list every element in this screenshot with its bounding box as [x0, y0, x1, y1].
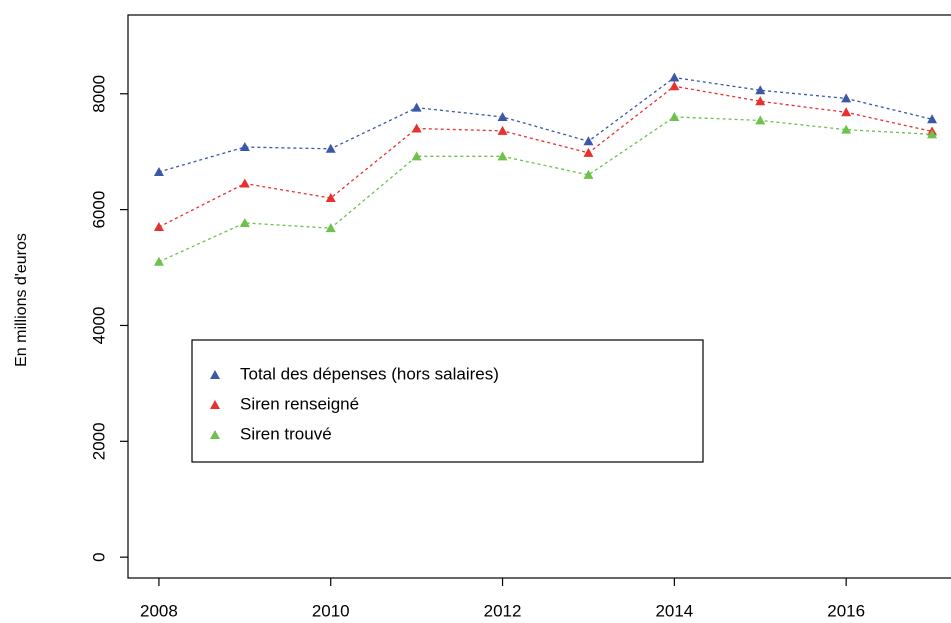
marker	[325, 193, 336, 203]
marker	[755, 85, 766, 95]
marker	[153, 256, 164, 266]
y-axis-label: En millions d'euros	[13, 233, 30, 367]
marker	[239, 178, 250, 188]
x-tick-label: 2010	[312, 601, 350, 620]
marker	[239, 217, 250, 227]
legend-marker	[210, 370, 220, 379]
marker	[669, 111, 680, 121]
marker	[755, 115, 766, 125]
marker	[497, 151, 508, 161]
x-tick-label: 2012	[484, 601, 522, 620]
legend-label: Siren trouvé	[240, 424, 332, 443]
marker	[497, 111, 508, 121]
legend-marker	[210, 430, 220, 439]
marker	[153, 166, 164, 176]
marker	[411, 151, 422, 161]
series-line	[158, 85, 933, 228]
legend-label: Total des dépenses (hors salaires)	[240, 364, 499, 383]
legend-label: Siren renseigné	[240, 394, 359, 413]
y-tick-label: 8000	[89, 75, 108, 113]
x-tick-label: 2014	[655, 601, 693, 620]
series-line	[158, 116, 933, 263]
marker	[669, 72, 680, 82]
y-tick-label: 6000	[89, 191, 108, 229]
series-line	[158, 76, 933, 173]
marker	[841, 107, 852, 117]
marker	[153, 221, 164, 231]
marker	[841, 124, 852, 134]
marker	[583, 147, 594, 157]
marker	[411, 123, 422, 133]
marker	[583, 169, 594, 179]
y-tick-label: 4000	[89, 307, 108, 345]
legend-box	[191, 339, 704, 463]
x-tick-label: 2016	[827, 601, 865, 620]
marker	[325, 143, 336, 153]
marker	[669, 81, 680, 91]
marker	[927, 129, 938, 139]
marker	[239, 142, 250, 152]
marker	[583, 136, 594, 146]
marker	[325, 223, 336, 233]
legend: Total des dépenses (hors salaires) Siren …	[191, 339, 704, 463]
y-tick-label: 0	[89, 552, 108, 561]
y-tick-label: 2000	[89, 422, 108, 460]
plot-frame	[127, 14, 951, 579]
marker	[755, 96, 766, 106]
legend-marker	[210, 400, 220, 409]
marker	[927, 114, 938, 124]
marker	[497, 125, 508, 135]
x-tick-label: 2008	[140, 601, 178, 620]
marker	[841, 93, 852, 103]
marker	[411, 102, 422, 112]
